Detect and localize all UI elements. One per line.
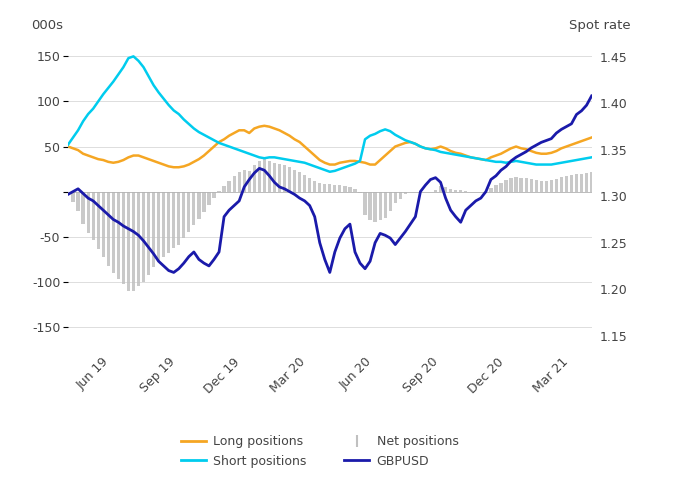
Bar	[434, 190, 437, 192]
Bar	[283, 165, 286, 192]
Bar	[132, 192, 135, 291]
Bar	[318, 183, 322, 192]
Bar	[308, 178, 311, 192]
Bar	[187, 192, 190, 232]
Bar	[237, 172, 241, 192]
Bar	[218, 191, 220, 192]
Bar	[549, 180, 553, 192]
Bar	[388, 192, 392, 211]
Bar	[147, 192, 150, 274]
Bar	[207, 192, 211, 205]
Bar	[167, 192, 170, 253]
Bar	[384, 192, 387, 218]
Bar	[222, 186, 226, 192]
Bar	[454, 190, 457, 192]
Bar	[404, 192, 407, 194]
Bar	[590, 172, 593, 192]
Bar	[505, 180, 508, 192]
Bar	[545, 181, 548, 192]
Bar	[363, 192, 367, 215]
Bar	[197, 192, 201, 218]
Bar	[459, 190, 462, 192]
Bar	[228, 181, 231, 192]
Bar	[137, 192, 140, 286]
Text: Spot rate: Spot rate	[569, 19, 631, 32]
Bar	[278, 164, 281, 192]
Bar	[101, 192, 105, 257]
Bar	[580, 173, 583, 192]
Bar	[112, 192, 115, 273]
Bar	[172, 192, 175, 249]
Bar	[293, 170, 296, 192]
Bar	[258, 161, 261, 192]
Bar	[268, 161, 271, 192]
Bar	[328, 184, 331, 192]
Bar	[182, 192, 186, 239]
Bar	[379, 192, 381, 220]
Bar	[212, 192, 216, 198]
Bar	[76, 192, 80, 211]
Bar	[398, 192, 402, 199]
Bar	[333, 185, 337, 192]
Bar	[233, 176, 236, 192]
Bar	[449, 189, 452, 192]
Bar	[464, 191, 467, 192]
Bar	[444, 187, 447, 192]
Bar	[524, 178, 528, 192]
Bar	[122, 192, 125, 285]
Bar	[560, 177, 563, 192]
Bar	[565, 176, 568, 192]
Legend: Long positions, Short positions, Net positions, GBPUSD: Long positions, Short positions, Net pos…	[175, 431, 464, 473]
Bar	[575, 174, 578, 192]
Bar	[515, 177, 517, 192]
Bar	[157, 192, 160, 262]
Bar	[394, 192, 397, 203]
Bar	[126, 192, 130, 291]
Bar	[570, 175, 573, 192]
Bar	[152, 192, 155, 267]
Bar	[354, 189, 356, 192]
Bar	[348, 187, 352, 192]
Bar	[534, 180, 538, 192]
Bar	[253, 165, 256, 192]
Bar	[530, 179, 533, 192]
Bar	[142, 192, 145, 282]
Bar	[490, 188, 492, 192]
Bar	[369, 192, 372, 220]
Bar	[499, 183, 503, 192]
Bar	[107, 192, 110, 265]
Bar	[323, 184, 326, 192]
Bar	[338, 185, 341, 192]
Bar	[71, 192, 75, 203]
Bar	[298, 172, 301, 192]
Bar	[520, 178, 523, 192]
Bar	[313, 181, 316, 192]
Bar	[585, 172, 588, 192]
Bar	[248, 171, 251, 192]
Bar	[494, 185, 498, 192]
Bar	[203, 192, 205, 212]
Bar	[117, 192, 120, 279]
Bar	[358, 192, 362, 193]
Bar	[540, 181, 543, 192]
Bar	[82, 192, 85, 224]
Bar	[288, 167, 291, 192]
Bar	[373, 192, 377, 222]
Bar	[243, 170, 246, 192]
Bar	[262, 159, 266, 192]
Bar	[509, 178, 513, 192]
Bar	[273, 163, 276, 192]
Bar	[439, 186, 442, 192]
Bar	[97, 192, 100, 249]
Bar	[343, 186, 347, 192]
Bar	[177, 192, 180, 245]
Text: 000s: 000s	[31, 19, 63, 32]
Bar	[555, 179, 558, 192]
Bar	[86, 192, 90, 233]
Bar	[192, 192, 195, 225]
Bar	[92, 192, 95, 240]
Bar	[67, 192, 69, 194]
Bar	[162, 192, 165, 257]
Bar	[303, 175, 306, 192]
